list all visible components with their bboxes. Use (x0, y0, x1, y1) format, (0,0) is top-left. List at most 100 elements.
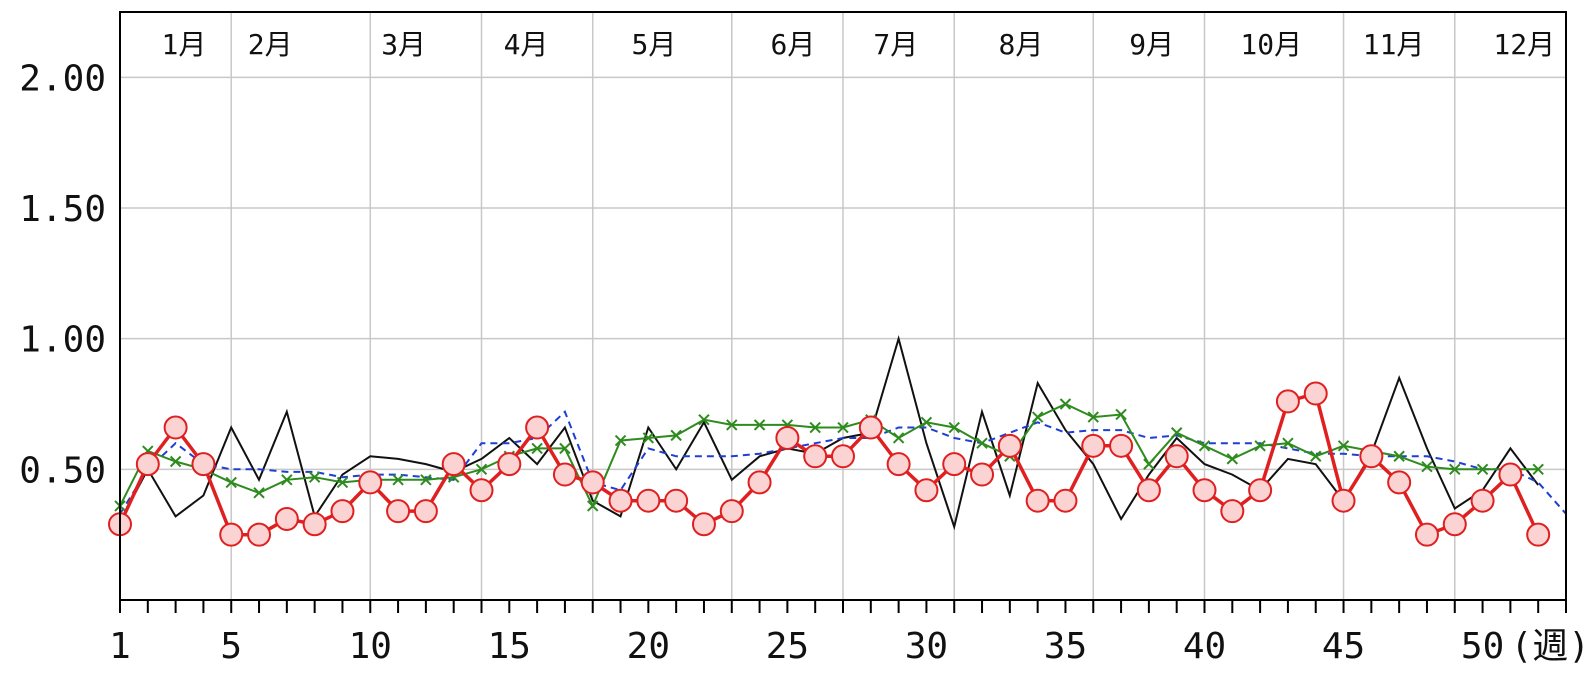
circle-point (1470, 488, 1495, 513)
circle-point (469, 478, 494, 503)
circle-point (1359, 444, 1384, 469)
series-line-3 (119, 402, 1539, 509)
circle-point (1109, 433, 1134, 458)
cross-point (1421, 461, 1433, 473)
cross-point (531, 442, 543, 455)
circle-point (775, 425, 800, 450)
circle-point (1025, 488, 1050, 513)
cross-point (253, 487, 265, 499)
circle-point (747, 470, 772, 495)
x-tick-label: 35 (1044, 626, 1087, 667)
cross-point (225, 476, 237, 489)
circle-point (1442, 512, 1467, 537)
circle-point (1053, 488, 1078, 513)
circle-point (997, 433, 1022, 458)
circle-point (441, 452, 466, 477)
cross-point (559, 442, 571, 455)
circle-point (691, 512, 716, 537)
circle-point (803, 444, 828, 469)
cross-point (809, 421, 821, 434)
circle-point (330, 499, 355, 524)
x-tick-label: 50 (1461, 626, 1504, 667)
axes: 1 5 10 15 20 25 30 35 40 45 50 (週)0.501.001.502.00 (19, 58, 1590, 667)
y-tick-label: 2.00 (19, 58, 106, 99)
month-label: 8月 (999, 28, 1044, 61)
cross-point (1476, 463, 1489, 476)
circle-point (719, 499, 744, 524)
circle-point (942, 452, 967, 477)
month-label: 3月 (381, 28, 426, 61)
circle-point (914, 478, 939, 503)
circle-point (413, 499, 438, 524)
circle-point (831, 444, 855, 469)
cross-point (392, 474, 404, 486)
circle-point (552, 462, 577, 487)
month-label: 5月 (631, 28, 676, 61)
circle-point (1136, 478, 1161, 503)
series-group (114, 335, 1567, 537)
cross-point (1532, 463, 1544, 476)
cross-point (1337, 440, 1350, 452)
month-label: 2月 (248, 28, 293, 61)
circle-point (1303, 381, 1328, 406)
cross-point (1170, 427, 1183, 439)
x-tick-label: 30 (905, 626, 948, 667)
circle-point (1387, 470, 1412, 495)
x-tick-label: 10 (349, 626, 392, 667)
cross-point (587, 500, 599, 512)
month-labels: 1月 2月 3月 4月 5月 6月 7月 8月 9月 10月 11月 12月 (162, 28, 1556, 61)
cross-point (281, 474, 293, 486)
circle-point (1498, 462, 1523, 487)
cross-point (336, 476, 349, 489)
cross-point (920, 416, 933, 429)
cross-point (1031, 411, 1044, 423)
cross-point (475, 463, 488, 476)
circle-point (1220, 499, 1245, 524)
cross-point (1449, 463, 1461, 476)
series-line-2 (119, 410, 1567, 515)
x-tick-label: 40 (1183, 626, 1226, 667)
circle-point (497, 452, 522, 477)
x-tick-label: 20 (627, 626, 670, 667)
grid (120, 12, 1566, 600)
circle-point (858, 415, 883, 440)
month-label: 7月 (873, 28, 918, 61)
cross-point (1198, 440, 1211, 452)
month-label: 11月 (1363, 28, 1425, 61)
cross-point (837, 421, 849, 434)
cross-point (726, 419, 738, 431)
cross-point (1282, 437, 1294, 449)
y-tick-label: 1.50 (19, 189, 106, 230)
circle-point (580, 470, 605, 495)
cross-point (1393, 450, 1405, 462)
y-tick-label: 0.50 (19, 450, 106, 491)
cross-point (614, 434, 627, 447)
cross-point (1310, 450, 1322, 462)
circle-point (664, 488, 689, 513)
y-tick-label: 1.00 (19, 320, 106, 361)
series-line-4 (118, 391, 1540, 537)
circle-point (525, 415, 550, 440)
cross-point (892, 432, 905, 444)
cross-point (1059, 398, 1072, 410)
cross-point (1226, 453, 1239, 465)
circle-point (1526, 522, 1551, 547)
circle-point (1331, 488, 1356, 513)
series-line-1 (119, 335, 1539, 531)
cross-point (948, 421, 960, 434)
cross-point (670, 429, 682, 442)
cross-point (1143, 458, 1155, 470)
circle-point (302, 512, 327, 537)
circle-point (1248, 478, 1273, 503)
cross-point (308, 471, 321, 483)
cross-point (642, 432, 655, 444)
x-tick-label: 45 (1322, 626, 1365, 667)
circle-point (358, 470, 383, 495)
x-unit-label: (週) (1511, 626, 1590, 667)
x-tick-label: 1 (109, 626, 131, 667)
month-label: 1月 (162, 28, 207, 61)
circle-point (135, 452, 160, 477)
month-label: 10月 (1240, 28, 1302, 61)
circle-point (191, 452, 216, 477)
circle-point (1192, 478, 1217, 503)
